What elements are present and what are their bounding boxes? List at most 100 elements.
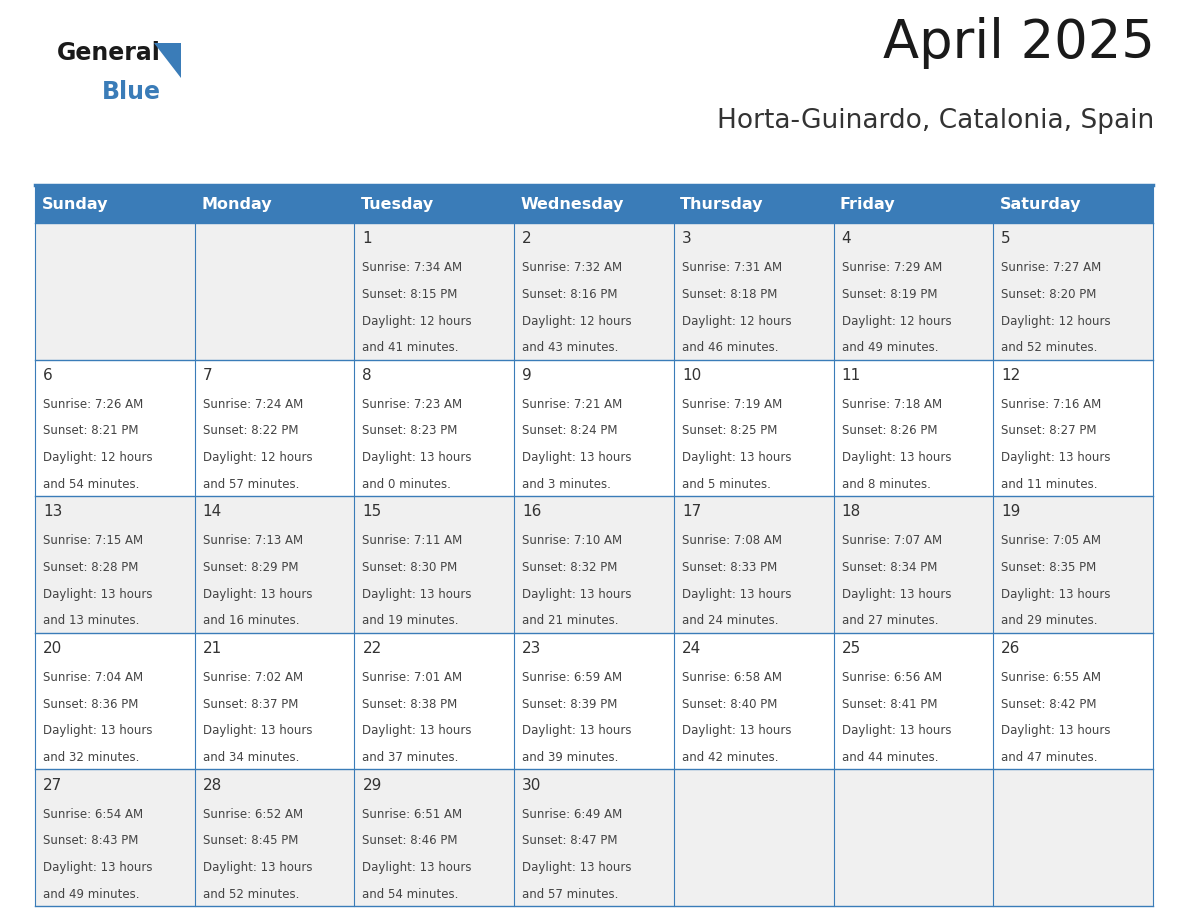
Bar: [834, 360, 993, 497]
Text: Daylight: 13 hours: Daylight: 13 hours: [362, 588, 472, 600]
Text: Sunset: 8:30 PM: Sunset: 8:30 PM: [362, 561, 457, 574]
Bar: [195, 360, 354, 497]
Text: Sunrise: 7:02 AM: Sunrise: 7:02 AM: [203, 671, 303, 684]
Bar: [354, 185, 514, 223]
Text: Sunrise: 7:08 AM: Sunrise: 7:08 AM: [682, 534, 782, 547]
Text: and 47 minutes.: and 47 minutes.: [1001, 751, 1098, 764]
Text: 10: 10: [682, 368, 701, 383]
Text: Daylight: 13 hours: Daylight: 13 hours: [523, 451, 632, 465]
Text: and 0 minutes.: and 0 minutes.: [362, 477, 451, 491]
Text: and 49 minutes.: and 49 minutes.: [43, 888, 139, 901]
Text: 3: 3: [682, 231, 691, 246]
Text: 21: 21: [203, 641, 222, 656]
Bar: [195, 497, 354, 633]
Bar: [993, 360, 1154, 497]
Text: Daylight: 13 hours: Daylight: 13 hours: [523, 861, 632, 874]
Text: Sunset: 8:36 PM: Sunset: 8:36 PM: [43, 698, 138, 711]
Text: April 2025: April 2025: [883, 17, 1155, 69]
Text: Sunrise: 7:24 AM: Sunrise: 7:24 AM: [203, 397, 303, 411]
Text: 7: 7: [203, 368, 213, 383]
Bar: [195, 769, 354, 906]
Text: Sunset: 8:40 PM: Sunset: 8:40 PM: [682, 698, 777, 711]
Bar: [34, 769, 195, 906]
Bar: [34, 633, 195, 769]
Text: 29: 29: [362, 778, 381, 792]
Text: Sunset: 8:22 PM: Sunset: 8:22 PM: [203, 424, 298, 438]
Text: Daylight: 12 hours: Daylight: 12 hours: [523, 315, 632, 328]
Text: Sunrise: 6:55 AM: Sunrise: 6:55 AM: [1001, 671, 1101, 684]
Bar: [354, 497, 514, 633]
Text: 18: 18: [841, 504, 861, 520]
Text: 17: 17: [682, 504, 701, 520]
Text: Sunrise: 7:04 AM: Sunrise: 7:04 AM: [43, 671, 143, 684]
Text: 8: 8: [362, 368, 372, 383]
Text: Daylight: 13 hours: Daylight: 13 hours: [1001, 588, 1111, 600]
Text: Sunset: 8:43 PM: Sunset: 8:43 PM: [43, 834, 138, 847]
Bar: [354, 360, 514, 497]
Text: Daylight: 12 hours: Daylight: 12 hours: [362, 315, 472, 328]
Text: Sunset: 8:32 PM: Sunset: 8:32 PM: [523, 561, 618, 574]
Text: Sunrise: 6:59 AM: Sunrise: 6:59 AM: [523, 671, 623, 684]
Text: Wednesday: Wednesday: [520, 196, 624, 211]
Bar: [514, 185, 674, 223]
Bar: [834, 497, 993, 633]
Text: Tuesday: Tuesday: [361, 196, 434, 211]
Text: Friday: Friday: [840, 196, 896, 211]
Bar: [674, 497, 834, 633]
Bar: [993, 497, 1154, 633]
Text: and 57 minutes.: and 57 minutes.: [523, 888, 619, 901]
Text: 19: 19: [1001, 504, 1020, 520]
Text: Sunset: 8:20 PM: Sunset: 8:20 PM: [1001, 288, 1097, 301]
Text: Sunset: 8:46 PM: Sunset: 8:46 PM: [362, 834, 457, 847]
Text: Sunset: 8:45 PM: Sunset: 8:45 PM: [203, 834, 298, 847]
Text: Sunset: 8:26 PM: Sunset: 8:26 PM: [841, 424, 937, 438]
Bar: [195, 223, 354, 360]
Text: 4: 4: [841, 231, 851, 246]
Text: Sunset: 8:47 PM: Sunset: 8:47 PM: [523, 834, 618, 847]
Text: Daylight: 13 hours: Daylight: 13 hours: [362, 724, 472, 737]
Text: Sunrise: 7:18 AM: Sunrise: 7:18 AM: [841, 397, 942, 411]
Text: Sunrise: 6:51 AM: Sunrise: 6:51 AM: [362, 808, 462, 821]
Text: Sunday: Sunday: [42, 196, 108, 211]
Text: Daylight: 13 hours: Daylight: 13 hours: [203, 588, 312, 600]
Text: and 16 minutes.: and 16 minutes.: [203, 614, 299, 627]
Bar: [34, 360, 195, 497]
Text: Daylight: 13 hours: Daylight: 13 hours: [682, 588, 791, 600]
Text: and 32 minutes.: and 32 minutes.: [43, 751, 139, 764]
Text: and 57 minutes.: and 57 minutes.: [203, 477, 299, 491]
Text: Sunrise: 7:15 AM: Sunrise: 7:15 AM: [43, 534, 143, 547]
Text: Sunrise: 7:10 AM: Sunrise: 7:10 AM: [523, 534, 623, 547]
Text: 25: 25: [841, 641, 861, 656]
Text: Sunset: 8:27 PM: Sunset: 8:27 PM: [1001, 424, 1097, 438]
Text: and 52 minutes.: and 52 minutes.: [203, 888, 299, 901]
Text: Sunrise: 7:13 AM: Sunrise: 7:13 AM: [203, 534, 303, 547]
Text: Daylight: 13 hours: Daylight: 13 hours: [682, 724, 791, 737]
Bar: [34, 223, 195, 360]
Text: Daylight: 12 hours: Daylight: 12 hours: [682, 315, 791, 328]
Text: General: General: [57, 41, 160, 65]
Text: Sunrise: 7:26 AM: Sunrise: 7:26 AM: [43, 397, 144, 411]
Text: Horta-Guinardo, Catalonia, Spain: Horta-Guinardo, Catalonia, Spain: [718, 108, 1155, 134]
Text: Daylight: 13 hours: Daylight: 13 hours: [523, 724, 632, 737]
Text: Daylight: 13 hours: Daylight: 13 hours: [43, 724, 152, 737]
Text: 16: 16: [523, 504, 542, 520]
Text: Daylight: 12 hours: Daylight: 12 hours: [203, 451, 312, 465]
Text: Sunrise: 7:01 AM: Sunrise: 7:01 AM: [362, 671, 462, 684]
Text: Sunset: 8:41 PM: Sunset: 8:41 PM: [841, 698, 937, 711]
Text: and 54 minutes.: and 54 minutes.: [362, 888, 459, 901]
Text: Daylight: 13 hours: Daylight: 13 hours: [362, 861, 472, 874]
Text: and 46 minutes.: and 46 minutes.: [682, 341, 778, 354]
Text: 6: 6: [43, 368, 52, 383]
Text: Sunset: 8:34 PM: Sunset: 8:34 PM: [841, 561, 937, 574]
Text: Sunset: 8:28 PM: Sunset: 8:28 PM: [43, 561, 138, 574]
Text: 22: 22: [362, 641, 381, 656]
Text: Sunrise: 6:52 AM: Sunrise: 6:52 AM: [203, 808, 303, 821]
Text: Daylight: 12 hours: Daylight: 12 hours: [1001, 315, 1111, 328]
Text: 11: 11: [841, 368, 861, 383]
Bar: [993, 769, 1154, 906]
Text: Daylight: 13 hours: Daylight: 13 hours: [682, 451, 791, 465]
Text: Monday: Monday: [201, 196, 272, 211]
Text: Daylight: 13 hours: Daylight: 13 hours: [203, 724, 312, 737]
Text: and 29 minutes.: and 29 minutes.: [1001, 614, 1098, 627]
Text: Sunrise: 7:23 AM: Sunrise: 7:23 AM: [362, 397, 462, 411]
